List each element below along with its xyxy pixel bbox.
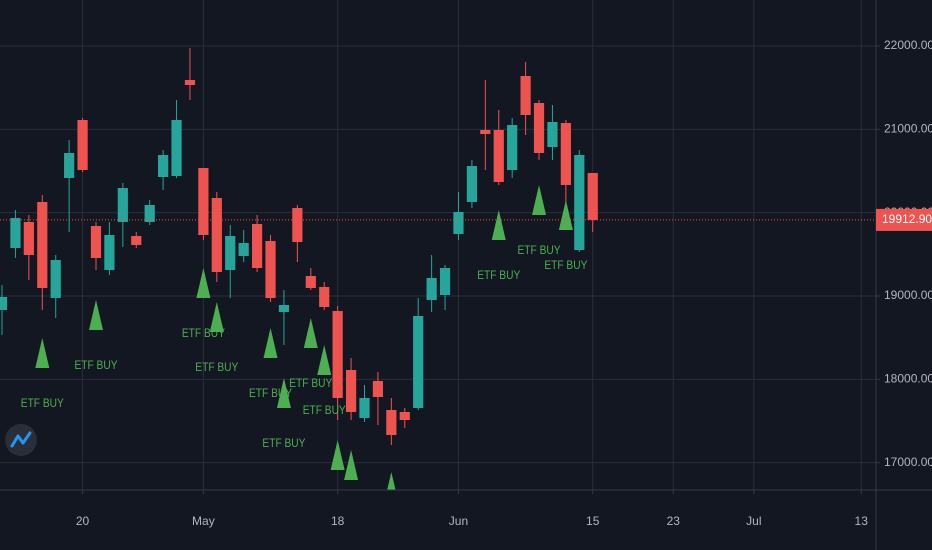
candle-body (265, 241, 276, 298)
candle-body (426, 278, 437, 300)
signal-label: ETF BUY (518, 244, 562, 257)
x-tick-label: 15 (586, 514, 600, 528)
signal-marker (330, 440, 345, 470)
x-tick-label: May (192, 514, 215, 528)
x-tick-label: 13 (855, 514, 869, 528)
price-label-box (876, 208, 932, 231)
candle-body (131, 236, 142, 245)
candle-body (372, 381, 384, 397)
signal-marker (276, 378, 291, 408)
candle-body (480, 130, 491, 134)
signal-marker (209, 302, 224, 332)
candle-body (171, 120, 182, 176)
candle-body (399, 412, 410, 420)
signal-marker (303, 318, 318, 348)
candle-body (507, 125, 518, 170)
candle-body (493, 130, 504, 182)
candle-body (0, 297, 8, 310)
signal-marker (344, 450, 359, 480)
candle-body (90, 226, 102, 258)
price-label: 19912.90 (882, 212, 932, 226)
signal-marker (532, 185, 547, 215)
candle-body (574, 155, 585, 250)
candle-body (50, 260, 61, 298)
signal-marker (491, 210, 506, 240)
x-tick-label: Jul (746, 514, 761, 528)
candle-body (466, 166, 478, 202)
plot-area: ETF BUY ETF BUY ETF BUY ETF BUY ETF BUY ETF B… (0, 48, 876, 490)
signal-label: ETF BUY (21, 397, 65, 410)
candle-body (587, 173, 598, 220)
signal-marker (196, 268, 211, 298)
candle-body (413, 316, 424, 408)
candle-body (439, 268, 451, 295)
candle-body (292, 208, 303, 242)
grid (0, 0, 876, 490)
y-tick-label: 21000.00 (884, 122, 932, 136)
candle-body (10, 218, 21, 248)
x-tick-label: 23 (667, 514, 681, 528)
candle-body (453, 212, 464, 234)
candle-body (520, 76, 531, 115)
candle-body (225, 236, 236, 270)
candle-body (359, 398, 370, 418)
y-tick-label: 18000.00 (884, 372, 932, 386)
y-tick-label: 17000.00 (884, 455, 932, 469)
candle-body (238, 243, 249, 256)
logo (5, 424, 37, 456)
signal-marker (35, 338, 50, 368)
candle-body (77, 120, 88, 170)
x-tick-label: 20 (76, 514, 90, 528)
signal-label: ETF BUY (195, 361, 239, 374)
candle-body (345, 370, 357, 412)
candle-body (158, 155, 169, 177)
candle-body (23, 222, 34, 255)
x-tick-label: 18 (331, 514, 345, 528)
candle-body (332, 311, 343, 398)
signal-marker (317, 345, 332, 375)
candle-body (211, 198, 222, 272)
candle-body (319, 287, 330, 307)
signal-marker (88, 300, 103, 330)
candle-body (104, 235, 115, 270)
signal-label: ETF BUY (303, 404, 347, 417)
candle-body (198, 168, 209, 235)
signal-label: ETF BUY (544, 259, 588, 272)
candle-body (37, 202, 48, 288)
candle-body (64, 153, 75, 178)
candle-body (184, 80, 196, 85)
candle-body (547, 122, 558, 147)
candle-body (386, 410, 397, 435)
candle-body (117, 188, 128, 222)
candle-body (251, 224, 263, 268)
y-tick-label: 19000.00 (884, 288, 932, 302)
y-tick-label: 22000.00 (884, 38, 932, 52)
signal-label: ETF BUY (74, 359, 118, 372)
signal-marker (387, 472, 396, 490)
signal-marker (263, 328, 278, 358)
x-tick-label: Jun (449, 514, 468, 528)
signal-marker (558, 200, 573, 230)
signal-label: ETF BUY (477, 269, 521, 282)
signal-label: ETF BUY (289, 377, 333, 390)
axes: 17000.0018000.0019000.0020000.0021000.00… (76, 38, 932, 528)
signal-label: ETF BUY (262, 437, 306, 450)
candle-body (560, 123, 571, 185)
candle-body (278, 305, 290, 312)
candle-body (533, 103, 545, 153)
candle-body (144, 205, 155, 222)
candle-body (305, 276, 316, 288)
